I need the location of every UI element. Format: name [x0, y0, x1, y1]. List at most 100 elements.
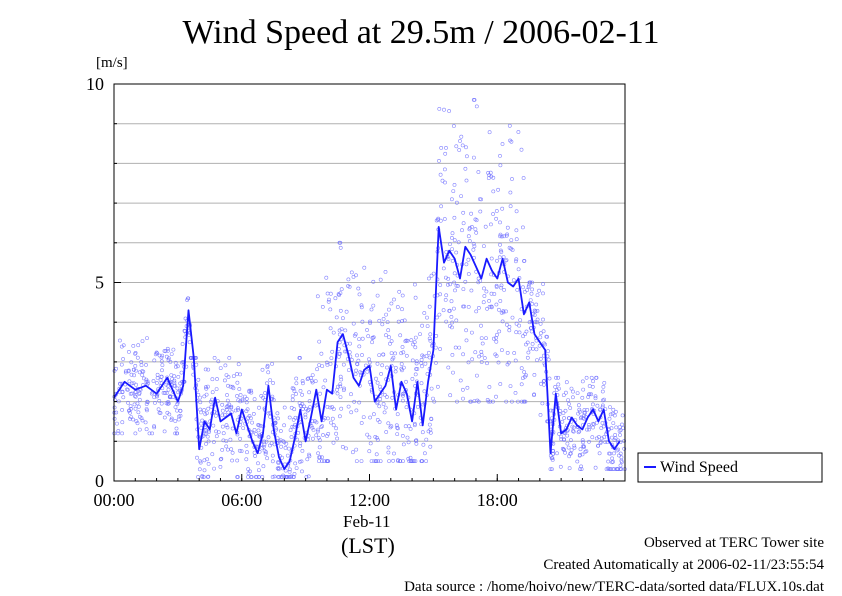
scatter-point	[454, 318, 459, 323]
scatter-point	[620, 413, 625, 418]
scatter-point	[528, 298, 533, 303]
scatter-point	[559, 437, 564, 442]
scatter-point	[401, 393, 405, 398]
scatter-point	[392, 451, 396, 456]
scatter-point	[509, 238, 514, 243]
scatter-point	[303, 415, 308, 420]
scatter-point	[210, 377, 215, 382]
series-line-wind-speed	[113, 226, 621, 470]
scatter-point	[213, 413, 218, 418]
scatter-point	[441, 266, 446, 271]
scatter-point	[203, 367, 208, 372]
scatter-point	[237, 448, 242, 453]
scatter-point	[538, 321, 543, 326]
scatter-point	[610, 435, 614, 440]
scatter-point	[342, 386, 347, 391]
scatter-point	[214, 434, 219, 439]
scatter-point	[405, 435, 410, 440]
scatter-point	[169, 352, 174, 357]
scatter-point	[529, 291, 534, 296]
scatter-point	[276, 467, 281, 472]
scatter-point	[194, 362, 199, 367]
scatter-point	[464, 145, 468, 150]
scatter-point	[425, 324, 430, 329]
scatter-point	[330, 405, 335, 410]
scatter-point	[593, 394, 598, 399]
scatter-point	[427, 422, 432, 427]
scatter-point	[378, 277, 383, 282]
scatter-point	[206, 439, 211, 444]
scatter-point	[337, 293, 342, 297]
scatter-point	[224, 444, 229, 449]
scatter-point	[376, 459, 380, 464]
scatter-point	[221, 431, 226, 436]
scatter-point	[400, 433, 405, 438]
scatter-point	[507, 245, 512, 250]
scatter-point	[166, 387, 171, 392]
scatter-point	[381, 316, 386, 321]
scatter-point	[307, 454, 312, 459]
scatter-point	[384, 395, 389, 399]
scatter-point	[384, 430, 389, 434]
scatter-point	[235, 394, 239, 398]
scatter-point	[334, 315, 339, 320]
scatter-point	[127, 379, 132, 384]
scatter-point	[309, 378, 314, 383]
scatter-point	[519, 147, 524, 152]
scatter-point	[118, 338, 122, 343]
scatter-point	[570, 424, 575, 429]
scatter-point	[466, 272, 471, 276]
scatter-point	[442, 217, 447, 221]
scatter-point	[249, 390, 254, 395]
scatter-point	[282, 405, 287, 410]
scatter-point	[514, 321, 519, 326]
scatter-point	[120, 407, 125, 412]
scatter-point	[487, 385, 492, 389]
scatter-point	[541, 282, 546, 286]
scatter-point	[479, 352, 484, 357]
scatter-point	[222, 412, 227, 417]
scatter-point	[498, 153, 502, 158]
scatter-point	[206, 406, 211, 411]
scatter-point	[381, 352, 386, 357]
scatter-point	[211, 440, 216, 444]
scatter-point	[472, 244, 477, 249]
scatter-point	[498, 163, 503, 168]
scatter-point	[491, 212, 496, 216]
scatter-point	[500, 206, 505, 211]
scatter-point	[306, 376, 311, 381]
scatter-point	[404, 405, 409, 410]
scatter-point	[433, 360, 438, 365]
scatter-point	[318, 391, 322, 396]
scatter-point	[374, 376, 378, 381]
scatter-point	[325, 459, 330, 464]
scatter-point	[321, 385, 326, 390]
scatter-point	[585, 427, 589, 432]
scatter-point	[435, 384, 440, 389]
scatter-point	[314, 420, 319, 425]
scatter-point	[429, 273, 434, 278]
scatter-point	[300, 392, 305, 397]
scatter-point	[279, 444, 284, 449]
scatter-point	[586, 395, 591, 399]
scatter-point	[338, 308, 343, 313]
scatter-point	[589, 375, 594, 380]
scatter-point	[349, 410, 354, 415]
scatter-point	[532, 313, 537, 318]
scatter-point	[159, 401, 164, 406]
scatter-point	[166, 358, 171, 362]
scatter-point	[387, 459, 392, 464]
scatter-point	[176, 417, 181, 422]
x-tick-label: 18:00	[477, 490, 518, 510]
scatter-point	[395, 412, 400, 417]
scatter-point	[339, 287, 344, 292]
scatter-point	[454, 144, 459, 149]
scatter-point	[335, 391, 340, 396]
scatter-point	[173, 364, 178, 369]
scatter-point	[507, 123, 512, 128]
scatter-point	[254, 475, 259, 479]
scatter-point	[278, 438, 283, 443]
scatter-point	[525, 288, 530, 293]
scatter-point	[278, 429, 283, 433]
scatter-point	[320, 364, 325, 369]
